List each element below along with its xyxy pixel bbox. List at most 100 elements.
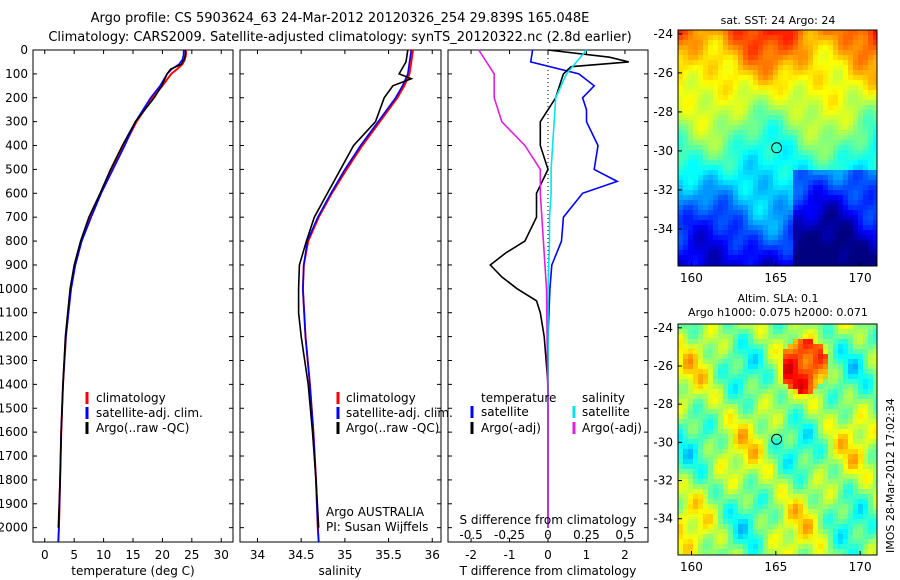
heatmap-cell — [808, 230, 813, 235]
heatmap-cell — [693, 349, 698, 354]
heatmap-cell — [833, 250, 838, 255]
heatmap-cell — [693, 339, 698, 344]
legend-s-satellite-label: satellite — [582, 405, 630, 419]
heatmap-cell — [848, 255, 853, 260]
heatmap-cell — [843, 100, 848, 105]
heatmap-cell — [793, 514, 798, 519]
heatmap-cell — [728, 334, 733, 339]
heatmap-cell — [708, 240, 713, 245]
heatmap-cell — [843, 369, 848, 374]
heatmap-cell — [758, 464, 763, 469]
heatmap-cell — [858, 60, 863, 65]
heatmap-cell — [778, 120, 783, 125]
heatmap-cell — [678, 185, 683, 190]
heatmap-cell — [873, 454, 877, 459]
heatmap-cell — [803, 409, 808, 414]
heatmap-cell — [823, 70, 828, 75]
heatmap-cell — [798, 544, 803, 549]
heatmap-cell — [733, 484, 738, 489]
heatmap-cell — [798, 469, 803, 474]
heatmap-cell — [853, 200, 858, 205]
heatmap-cell — [718, 389, 723, 394]
heatmap-cell — [703, 245, 708, 250]
heatmap-cell — [823, 359, 828, 364]
heatmap-cell — [853, 359, 858, 364]
heatmap-cell — [708, 349, 713, 354]
heatmap-cell — [688, 60, 693, 65]
heatmap-cell — [748, 399, 753, 404]
heatmap-cell — [798, 419, 803, 424]
heatmap-cell — [818, 409, 823, 414]
heatmap-cell — [838, 80, 843, 85]
heatmap-cell — [753, 459, 758, 464]
heatmap-cell — [833, 339, 838, 344]
heatmap-cell — [798, 155, 803, 160]
heatmap-cell — [823, 45, 828, 50]
heatmap-cell — [723, 170, 728, 175]
heatmap-cell — [748, 484, 753, 489]
heatmap-cell — [868, 160, 873, 165]
heatmap-cell — [713, 494, 718, 499]
heatmap-cell — [833, 65, 838, 70]
heatmap-cell — [798, 115, 803, 120]
heatmap-cell — [713, 524, 718, 529]
heatmap-cell — [763, 240, 768, 245]
heatmap-cell — [743, 374, 748, 379]
heatmap-cell — [853, 50, 858, 55]
heatmap-cell — [728, 45, 733, 50]
heatmap-cell — [873, 90, 877, 95]
heatmap-cell — [758, 260, 763, 265]
heatmap-cell — [758, 489, 763, 494]
heatmap-cell — [818, 454, 823, 459]
heatmap-cell — [738, 449, 743, 454]
heatmap-cell — [873, 230, 877, 235]
heatmap-cell — [758, 384, 763, 389]
heatmap-cell — [688, 434, 693, 439]
heatmap-cell — [718, 195, 723, 200]
heatmap-cell — [768, 549, 773, 554]
heatmap-cell — [818, 479, 823, 484]
heatmap-cell — [723, 65, 728, 70]
heatmap-cell — [803, 364, 808, 369]
heatmap-cell — [703, 444, 708, 449]
heatmap-cell — [708, 489, 713, 494]
heatmap-cell — [793, 160, 798, 165]
heatmap-cell — [768, 150, 773, 155]
heatmap-cell — [823, 80, 828, 85]
heatmap-cell — [823, 185, 828, 190]
heatmap-cell — [683, 250, 688, 255]
heatmap-cell — [763, 165, 768, 170]
heatmap-cell — [683, 185, 688, 190]
heatmap-cell — [683, 524, 688, 529]
heatmap-cell — [688, 95, 693, 100]
heatmap-cell — [788, 389, 793, 394]
heatmap-cell — [868, 444, 873, 449]
heatmap-cell — [698, 329, 703, 334]
heatmap-cell — [843, 40, 848, 45]
heatmap-cell — [728, 180, 733, 185]
heatmap-cell — [773, 70, 778, 75]
heatmap-cell — [833, 245, 838, 250]
heatmap-cell — [683, 240, 688, 245]
heatmap-cell — [843, 484, 848, 489]
heatmap-cell — [718, 155, 723, 160]
heatmap-cell — [693, 469, 698, 474]
heatmap-cell — [793, 155, 798, 160]
heatmap-cell — [723, 180, 728, 185]
heatmap-cell — [723, 200, 728, 205]
heatmap-cell — [803, 35, 808, 40]
heatmap-cell — [828, 479, 833, 484]
heatmap-cell — [768, 379, 773, 384]
heatmap-cell — [708, 100, 713, 105]
heatmap-cell — [753, 185, 758, 190]
heatmap-cell — [753, 110, 758, 115]
heatmap-cell — [718, 454, 723, 459]
heatmap-cell — [733, 70, 738, 75]
heatmap-cell — [678, 50, 683, 55]
heatmap-cell — [788, 95, 793, 100]
heatmap-cell — [723, 464, 728, 469]
heatmap-cell — [763, 110, 768, 115]
heatmap-cell — [758, 549, 763, 554]
heatmap-cell — [843, 80, 848, 85]
heatmap-cell — [778, 255, 783, 260]
